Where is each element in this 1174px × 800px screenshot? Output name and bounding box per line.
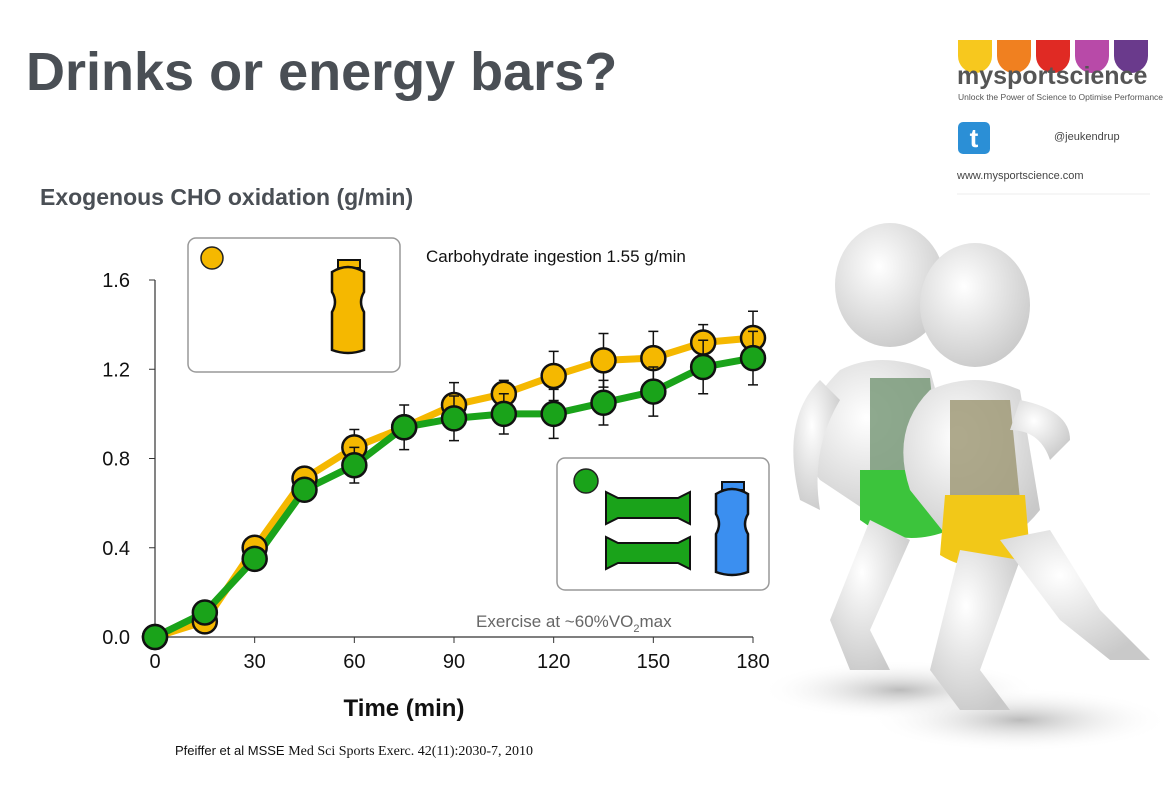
data-point xyxy=(191,599,219,626)
data-point xyxy=(490,400,518,428)
exercise-subscript: 2 xyxy=(633,623,639,635)
plot: 0.0 0.4 0.8 1.2 1.6 0 30 60 90 120 150 180 xyxy=(102,270,770,673)
x-tick-label: 60 xyxy=(343,651,365,673)
x-tick-label: 150 xyxy=(637,651,670,673)
website: www.mysportscience.com xyxy=(956,170,1084,182)
runners-illustration xyxy=(760,223,1170,752)
y-tick-label: 0.0 xyxy=(102,627,130,649)
twitter-glyph: t xyxy=(970,123,979,153)
data-point xyxy=(640,378,667,405)
legend-marker-bar xyxy=(573,468,599,494)
citation: Pfeiffer et al MSSE Med Sci Sports Exerc… xyxy=(175,743,533,759)
data-point xyxy=(540,362,567,390)
x-tick-label: 120 xyxy=(537,651,570,673)
citation-authors: Pfeiffer et al MSSE xyxy=(175,743,285,758)
x-axis-label: Time (min) xyxy=(344,695,465,722)
ingestion-note: Carbohydrate ingestion 1.55 g/min xyxy=(426,247,686,266)
data-point xyxy=(341,451,368,479)
data-point xyxy=(590,389,617,416)
data-point xyxy=(540,400,567,428)
data-point xyxy=(241,545,268,573)
logo xyxy=(958,40,1148,73)
data-point xyxy=(590,347,617,374)
y-tick-label: 0.8 xyxy=(102,449,130,471)
y-tick-label: 1.2 xyxy=(102,359,130,381)
y-tick-label: 0.4 xyxy=(102,538,130,560)
bottle-icon-orange xyxy=(330,259,366,355)
data-point xyxy=(689,353,717,381)
x-tick-label: 180 xyxy=(736,651,769,673)
legend-marker-drink xyxy=(200,246,224,270)
twitter-icon xyxy=(958,122,990,154)
data-point xyxy=(390,414,418,441)
exercise-text-end: max xyxy=(639,612,672,631)
data-point xyxy=(141,623,169,651)
bottle-icon-blue xyxy=(714,481,750,577)
exercise-note: Exercise at ~60%VO2max xyxy=(476,612,672,635)
slide-title: Drinks or energy bars? xyxy=(26,42,617,102)
exercise-text: Exercise at ~60%VO xyxy=(476,612,633,631)
data-point xyxy=(739,344,767,372)
y-tick-label: 1.6 xyxy=(102,270,130,292)
data-point xyxy=(291,476,318,503)
x-tick-label: 90 xyxy=(443,651,465,673)
logo-tagline: Unlock the Power of Science to Optimise … xyxy=(958,92,1163,102)
citation-journal: Med Sci Sports Exerc. 42(11):2030-7, 201… xyxy=(288,744,533,759)
x-tick-label: 0 xyxy=(149,651,160,673)
twitter-handle: @jeukendrup xyxy=(1054,131,1120,143)
x-tick-label: 30 xyxy=(244,651,266,673)
energy-bar-icons xyxy=(605,490,691,571)
data-point xyxy=(440,405,468,432)
logo-name: mysportscience xyxy=(957,62,1147,90)
chart-title: Exogenous CHO oxidation (g/min) xyxy=(40,184,413,210)
